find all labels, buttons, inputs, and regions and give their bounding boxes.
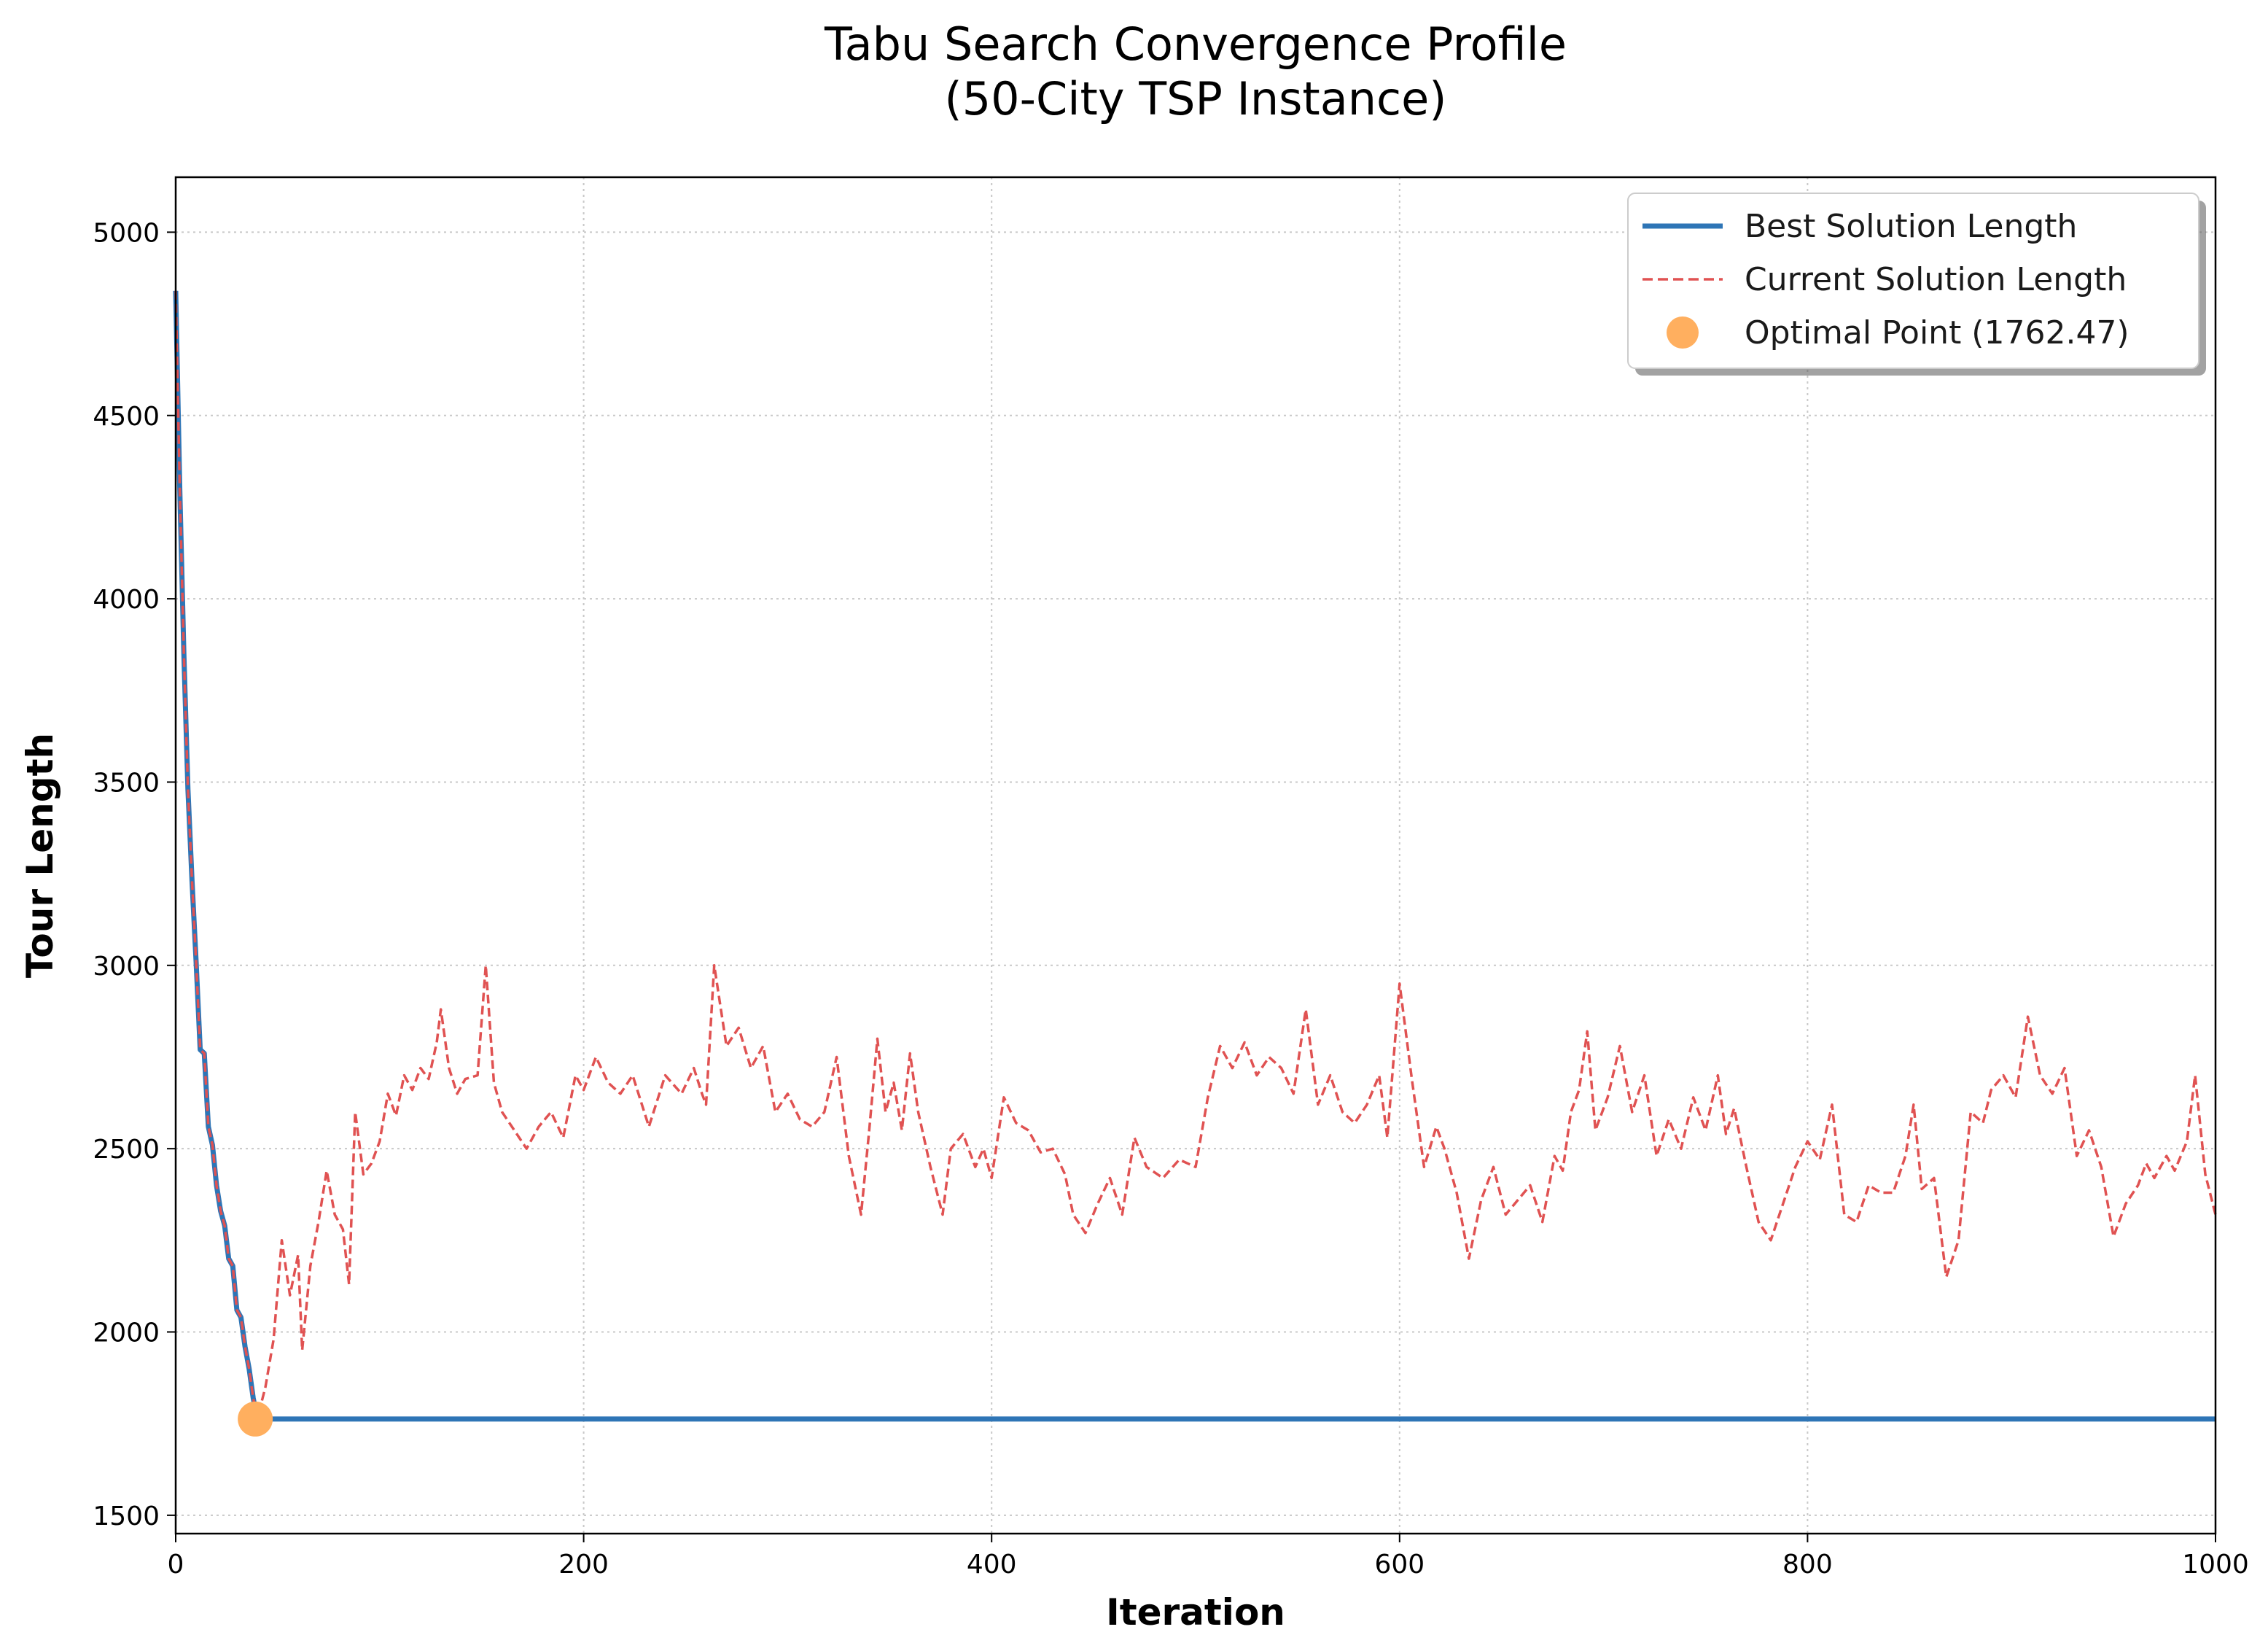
x-axis-label: Iteration — [1106, 1591, 1285, 1633]
series — [173, 290, 2217, 1422]
legend-label-optimal: Optimal Point (1762.47) — [1745, 314, 2129, 351]
optimal-point-marker — [238, 1401, 273, 1437]
markers — [238, 1401, 273, 1437]
y-tick-label: 4000 — [93, 585, 160, 615]
x-tick-label: 0 — [168, 1550, 184, 1580]
x-tick-label: 600 — [1374, 1550, 1425, 1580]
x-tick-label: 200 — [558, 1550, 609, 1580]
x-axis-ticks: 0 200 400 600 800 1000 — [168, 1534, 2249, 1580]
series-line-current — [174, 290, 2217, 1421]
plot-frame — [174, 176, 2217, 1535]
y-tick-label: 4500 — [93, 402, 160, 432]
x-tick-label: 1000 — [2182, 1550, 2249, 1580]
legend-label-current: Current Solution Length — [1745, 261, 2127, 298]
legend-box — [1627, 193, 2199, 369]
chart-subtitle: (50-City TSP Instance) — [945, 72, 1447, 125]
y-tick-label: 3500 — [93, 768, 160, 798]
chart-title: Tabu Search Convergence Profile — [824, 18, 1567, 71]
y-tick-label: 2000 — [93, 1318, 160, 1348]
legend-label-best: Best Solution Length — [1745, 208, 2077, 245]
y-tick-label: 2500 — [93, 1135, 160, 1165]
y-tick-label: 3000 — [93, 952, 160, 982]
y-tick-label: 5000 — [93, 218, 160, 248]
legend: Best Solution Length Current Solution Le… — [1627, 193, 2206, 376]
y-tick-label: 1500 — [93, 1502, 160, 1531]
legend-swatch-optimal — [1667, 316, 1699, 349]
y-axis-ticks: 1500 2000 2500 3000 3500 4000 4500 5000 — [93, 218, 176, 1531]
x-tick-label: 400 — [967, 1550, 1017, 1580]
x-tick-label: 800 — [1782, 1550, 1833, 1580]
y-axis-label: Tour Length — [19, 733, 61, 978]
